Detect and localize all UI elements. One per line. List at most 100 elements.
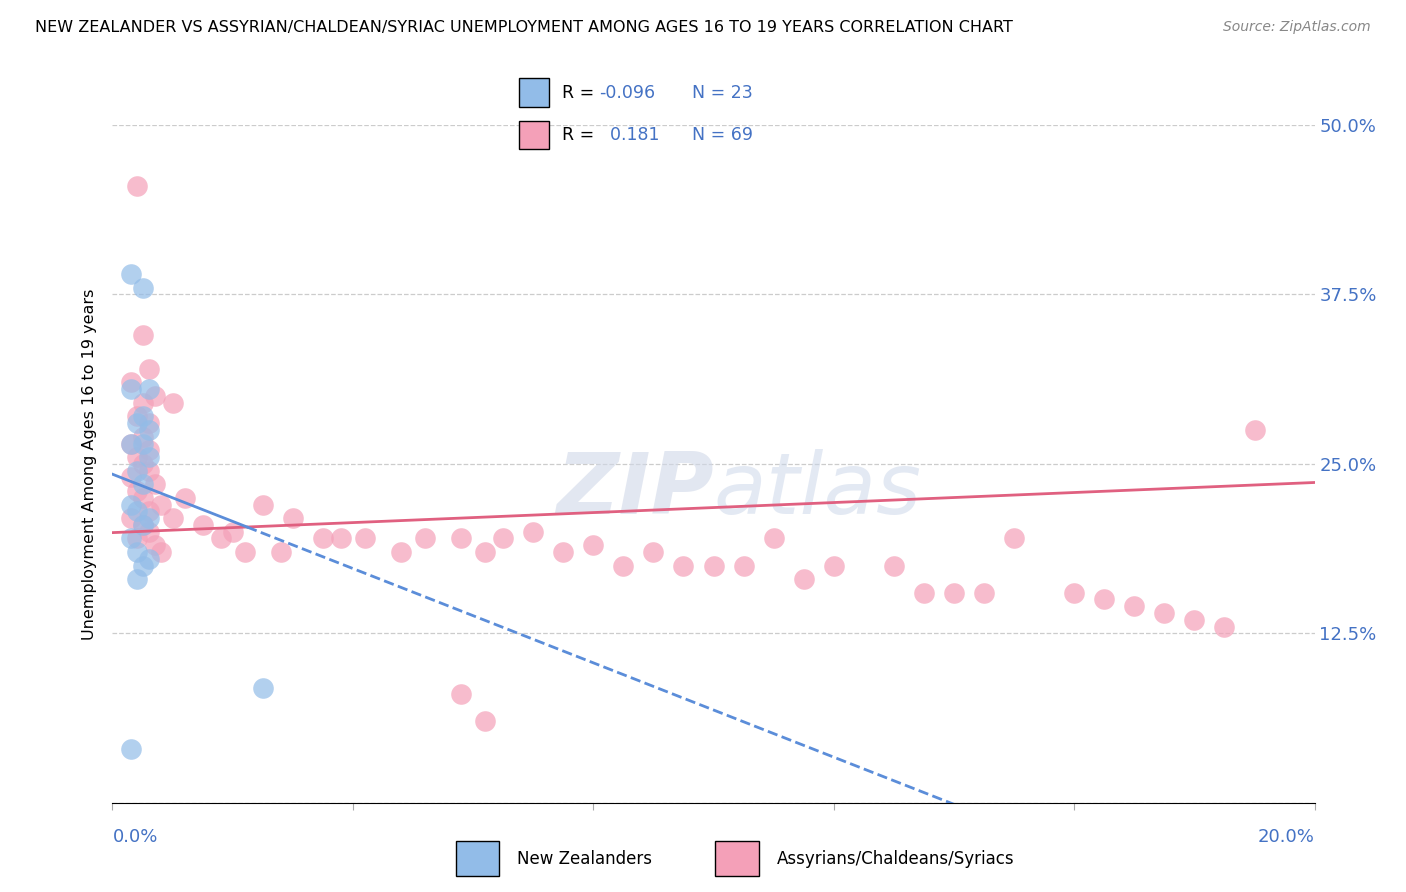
Point	[131, 396, 153, 410]
Point	[1123, 599, 1146, 614]
Y-axis label: Unemployment Among Ages 16 to 19 years: Unemployment Among Ages 16 to 19 years	[82, 288, 97, 640]
Point	[131, 558, 153, 573]
Point	[138, 416, 160, 430]
Point	[281, 511, 304, 525]
Point	[138, 464, 160, 478]
Point	[474, 714, 496, 729]
Point	[138, 450, 160, 464]
Point	[138, 362, 160, 376]
Point	[120, 741, 142, 756]
Point	[553, 545, 575, 559]
Point	[312, 532, 335, 546]
Point	[125, 409, 148, 424]
Point	[138, 423, 160, 437]
Point	[125, 450, 148, 464]
Point	[222, 524, 245, 539]
Point	[131, 436, 153, 450]
Point	[120, 470, 142, 484]
Point	[125, 532, 148, 546]
FancyBboxPatch shape	[519, 120, 550, 149]
Point	[120, 436, 142, 450]
Text: Source: ZipAtlas.com: Source: ZipAtlas.com	[1223, 20, 1371, 34]
Text: ZIP: ZIP	[555, 450, 713, 533]
Point	[733, 558, 755, 573]
Point	[672, 558, 695, 573]
Point	[120, 376, 142, 390]
Point	[125, 464, 148, 478]
Point	[120, 498, 142, 512]
Point	[143, 477, 166, 491]
Point	[138, 504, 160, 518]
Point	[120, 436, 142, 450]
Point	[120, 267, 142, 281]
Point	[131, 280, 153, 294]
Point	[138, 551, 160, 566]
Point	[612, 558, 634, 573]
Point	[120, 511, 142, 525]
Point	[1153, 606, 1175, 620]
Text: R =: R =	[562, 126, 599, 144]
Point	[1184, 613, 1206, 627]
Point	[492, 532, 515, 546]
FancyBboxPatch shape	[716, 841, 759, 876]
Point	[450, 687, 472, 701]
Point	[125, 572, 148, 586]
Point	[173, 491, 195, 505]
Point	[131, 491, 153, 505]
Point	[450, 532, 472, 546]
Point	[131, 517, 153, 532]
Text: 0.181: 0.181	[599, 126, 659, 144]
Point	[1092, 592, 1115, 607]
Point	[329, 532, 352, 546]
Point	[1063, 585, 1085, 599]
Point	[823, 558, 845, 573]
Point	[125, 178, 148, 193]
Point	[131, 477, 153, 491]
Text: 0.0%: 0.0%	[112, 828, 157, 846]
Point	[191, 517, 214, 532]
Point	[1213, 619, 1236, 633]
Point	[131, 409, 153, 424]
Point	[162, 396, 184, 410]
Point	[131, 430, 153, 444]
Point	[252, 498, 274, 512]
Point	[209, 532, 232, 546]
Point	[125, 483, 148, 498]
Point	[413, 532, 436, 546]
Text: New Zealanders: New Zealanders	[517, 849, 652, 868]
Point	[522, 524, 544, 539]
Point	[762, 532, 785, 546]
Point	[120, 382, 142, 396]
Text: R =: R =	[562, 84, 599, 102]
Point	[942, 585, 965, 599]
Text: N = 23: N = 23	[692, 84, 752, 102]
Point	[138, 524, 160, 539]
Text: NEW ZEALANDER VS ASSYRIAN/CHALDEAN/SYRIAC UNEMPLOYMENT AMONG AGES 16 TO 19 YEARS: NEW ZEALANDER VS ASSYRIAN/CHALDEAN/SYRIA…	[35, 20, 1014, 35]
Point	[883, 558, 905, 573]
Text: Assyrians/Chaldeans/Syriacs: Assyrians/Chaldeans/Syriacs	[778, 849, 1015, 868]
Point	[162, 511, 184, 525]
FancyBboxPatch shape	[519, 78, 550, 107]
Point	[138, 382, 160, 396]
Point	[131, 517, 153, 532]
Point	[912, 585, 935, 599]
FancyBboxPatch shape	[456, 841, 499, 876]
Point	[143, 389, 166, 403]
Point	[793, 572, 815, 586]
Point	[474, 545, 496, 559]
Point	[149, 545, 172, 559]
Point	[973, 585, 995, 599]
Point	[125, 545, 148, 559]
Point	[643, 545, 665, 559]
Text: -0.096: -0.096	[599, 84, 655, 102]
Point	[138, 443, 160, 458]
Point	[120, 532, 142, 546]
Point	[1243, 423, 1265, 437]
Point	[125, 416, 148, 430]
Text: 20.0%: 20.0%	[1258, 828, 1315, 846]
Point	[125, 504, 148, 518]
Point	[131, 457, 153, 471]
Point	[582, 538, 605, 552]
Point	[1002, 532, 1025, 546]
Point	[270, 545, 292, 559]
